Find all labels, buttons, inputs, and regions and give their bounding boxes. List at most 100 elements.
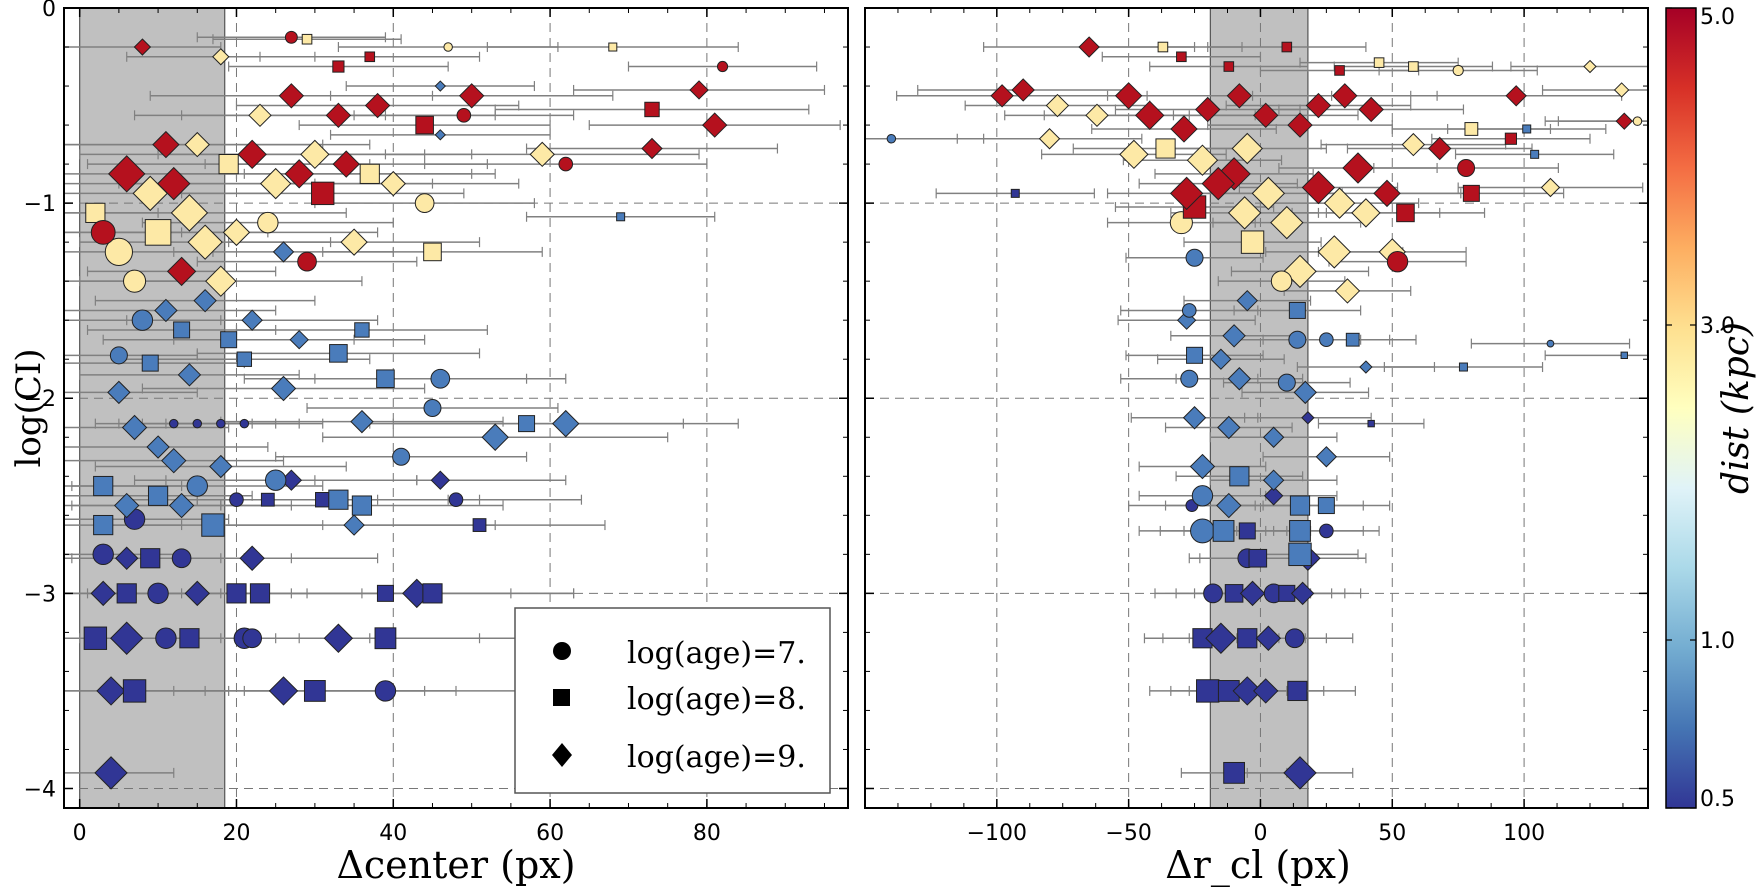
right-point-square: [1248, 548, 1268, 568]
left-point-diamond: [364, 92, 391, 119]
right-point-circle: [1386, 250, 1409, 273]
right-point-square: [1186, 346, 1204, 364]
right-point-circle: [1457, 159, 1476, 177]
left-point-circle: [109, 346, 128, 365]
left-point-square: [260, 492, 275, 507]
left-point-square: [423, 242, 442, 262]
left-point-square: [332, 60, 345, 73]
right-point-square: [1238, 522, 1256, 540]
right-point-diamond: [1038, 128, 1061, 150]
colorbar-tick-label: 5.0: [1700, 5, 1735, 30]
right-point-diamond: [1119, 139, 1149, 170]
left-point-diamond: [529, 141, 555, 168]
right-point-diamond: [1251, 176, 1286, 211]
left-point-square: [140, 548, 161, 569]
left-point-diamond: [96, 676, 126, 706]
left-ytick-label: −4: [24, 777, 56, 802]
right-point-square: [1620, 351, 1628, 360]
right-point-circle: [1270, 270, 1293, 292]
right-point-diamond: [1332, 83, 1358, 109]
left-point-square: [422, 583, 443, 604]
left-point-circle: [456, 108, 472, 123]
right-point-circle: [886, 133, 897, 144]
right-point-diamond: [1263, 486, 1284, 506]
right-axes-frame: [864, 7, 1649, 809]
right-point-diamond: [1358, 96, 1384, 123]
left-point-diamond: [115, 546, 139, 570]
right-point-square: [1223, 61, 1235, 72]
left-point-diamond: [94, 756, 128, 790]
left-point-circle: [186, 475, 208, 497]
right-point-square: [1345, 332, 1360, 347]
left-point-diamond: [272, 241, 295, 263]
left-point-diamond: [161, 447, 187, 474]
left-point-diamond: [187, 224, 223, 260]
legend-entry-age7: log(age)=7.: [553, 636, 806, 671]
right-point-square: [1010, 188, 1020, 198]
left-point-diamond: [248, 103, 272, 128]
left-xlabel: Δcenter (px): [336, 843, 575, 887]
left-point-diamond: [434, 129, 447, 141]
left-point-square: [303, 680, 326, 702]
left-point-square: [364, 51, 376, 63]
left-point-circle: [147, 582, 169, 605]
left-point-diamond: [552, 409, 580, 438]
right-point-circle: [1181, 303, 1197, 318]
right-point-square: [1223, 761, 1245, 784]
right-point-square: [1288, 542, 1312, 567]
right-point-diamond: [1205, 622, 1237, 654]
right-point-diamond: [1262, 469, 1285, 491]
right-point-diamond: [1231, 132, 1263, 165]
right-point-diamond: [1613, 82, 1630, 98]
right-point-diamond: [1262, 426, 1285, 448]
left-point-square: [376, 369, 395, 389]
legend-entry-age8: log(age)=8.: [553, 682, 806, 717]
left-point-diamond: [289, 330, 309, 350]
left-xtick-label: 40: [379, 821, 407, 846]
right-point-diamond: [1135, 100, 1165, 131]
left-xtick-label: 0: [73, 821, 87, 846]
left-point-diamond: [270, 375, 297, 402]
colorbar-ticks: 5.0 3.0 1.0 0.5: [1666, 5, 1735, 812]
right-point-square: [1522, 124, 1532, 134]
right-point-diamond: [1351, 198, 1381, 228]
right-point-diamond: [1615, 112, 1633, 130]
left-point-diamond: [350, 409, 374, 434]
left-point-square: [608, 42, 618, 52]
right-background: [1209, 7, 1309, 809]
left-point-square: [359, 163, 380, 184]
left-point-diamond: [458, 83, 485, 109]
left-point-circle: [716, 60, 729, 73]
left-point-diamond: [239, 545, 265, 571]
left-point-diamond: [268, 676, 299, 706]
right-point-square: [1281, 41, 1293, 53]
left-ticks: 0 20 40 60 80 0 −1 −2 −3 −4: [24, 0, 848, 846]
left-point-diamond: [90, 580, 116, 607]
right-shaded-region: [1209, 7, 1309, 809]
left-point-square: [374, 627, 397, 650]
left-point-diamond: [300, 139, 330, 170]
right-point-diamond: [1505, 85, 1527, 107]
left-point-circle: [131, 309, 154, 331]
legend-entry-age9: log(age)=9.: [552, 740, 806, 775]
right-point-diamond: [1301, 411, 1315, 425]
left-point-square: [301, 33, 313, 45]
left-points: [83, 30, 729, 790]
left-ytick-label: 0: [42, 0, 56, 22]
right-point-diamond: [1236, 289, 1258, 312]
left-point-diamond: [146, 435, 170, 459]
right-point-diamond: [1232, 676, 1262, 706]
left-point-square: [311, 181, 335, 206]
legend-label-age8: log(age)=8.: [627, 682, 806, 717]
right-point-diamond: [1323, 187, 1356, 219]
right-point-diamond: [1342, 152, 1374, 184]
right-point-diamond: [1169, 176, 1204, 211]
legend: log(age)=7. log(age)=8. log(age)=9.: [514, 607, 831, 794]
left-point-square: [85, 202, 106, 223]
left-point-diamond: [325, 102, 352, 129]
left-point-diamond: [222, 218, 251, 247]
right-point-diamond: [1253, 678, 1279, 704]
left-point-diamond: [332, 150, 360, 178]
left-point-diamond: [157, 166, 191, 201]
